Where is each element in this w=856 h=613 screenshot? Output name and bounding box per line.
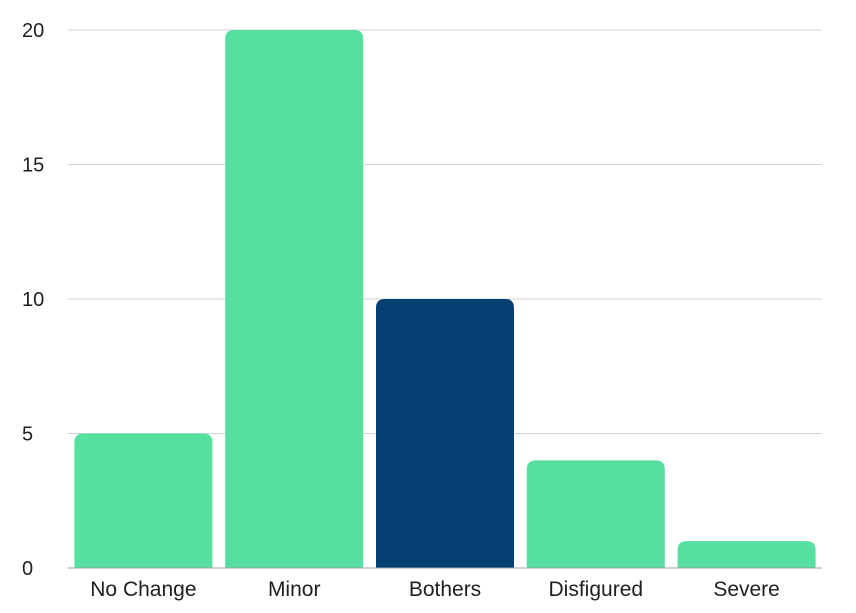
y-tick-label: 10 <box>22 289 44 311</box>
x-tick-label: No Change <box>90 578 196 601</box>
y-tick-label: 20 <box>22 20 44 42</box>
bar-disfigured <box>526 460 665 568</box>
y-tick-label: 0 <box>22 558 33 580</box>
y-axis-ticks: 0 5 10 15 20 <box>22 20 44 580</box>
bar-bothers <box>376 299 514 568</box>
x-tick-label: Disfigured <box>549 578 644 601</box>
x-tick-label: Severe <box>713 578 780 601</box>
bar-severe <box>677 541 816 568</box>
y-tick-label: 5 <box>22 424 33 446</box>
x-tick-label: Bothers <box>409 578 481 601</box>
bar-no-change <box>74 433 213 568</box>
bars <box>68 30 822 569</box>
y-tick-label: 15 <box>22 155 44 177</box>
x-tick-label: Minor <box>268 578 321 601</box>
x-axis-ticks: No Change Minor Bothers Disfigured Severe <box>90 578 780 601</box>
bar-minor <box>225 30 364 568</box>
